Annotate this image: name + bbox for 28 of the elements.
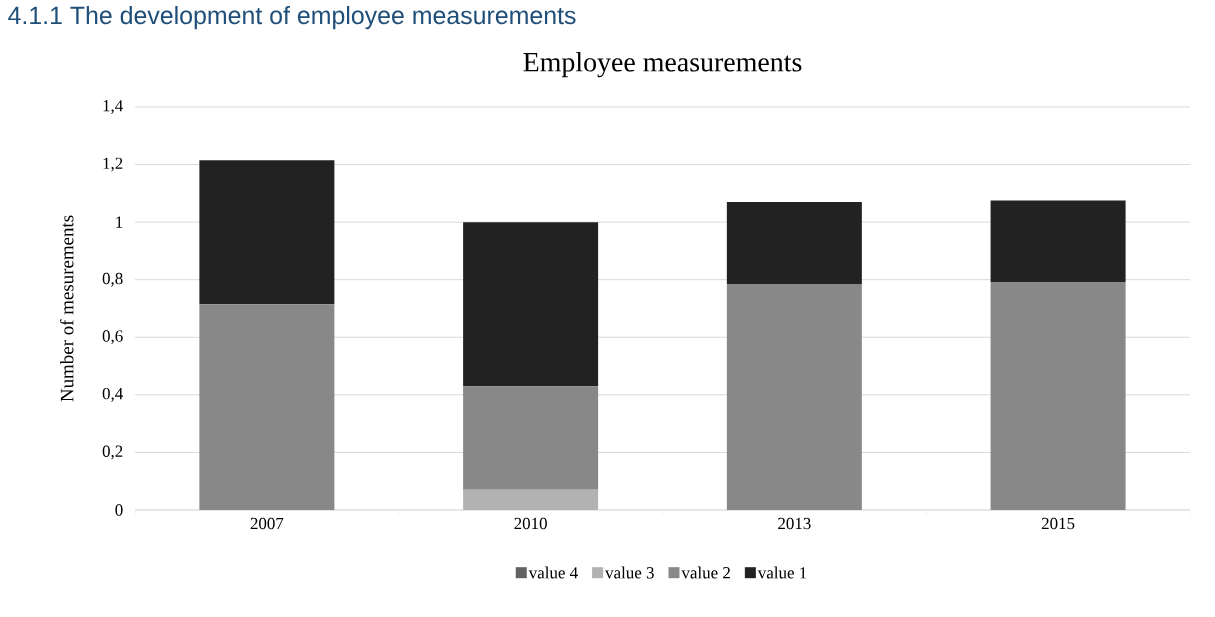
legend-label: value 2 <box>681 566 730 579</box>
bar <box>463 222 599 387</box>
text: 4.1.1 The development of employee measurements <box>8 5 576 30</box>
bar <box>726 201 862 285</box>
bar <box>463 386 599 490</box>
chart-title: Employee measurements <box>523 51 802 78</box>
y-tick-label: 0,4 <box>102 387 123 402</box>
bar <box>990 200 1126 283</box>
bar <box>726 284 862 510</box>
y-axis-title: Number of mesurements <box>59 215 74 402</box>
bar <box>199 304 335 510</box>
x-tick-label: 2013 <box>778 517 811 530</box>
y-tick-label: 0,2 <box>102 445 123 460</box>
y-tick-label: 1,4 <box>103 100 123 114</box>
x-tick-label: 2010 <box>514 517 547 530</box>
y-tick-label: 0 <box>115 504 123 516</box>
bar <box>990 282 1126 510</box>
y-tick-label: 0,6 <box>102 330 123 345</box>
x-tick-label: 2007 <box>250 517 284 530</box>
legend-label: value 3 <box>605 566 654 579</box>
bar <box>199 160 335 305</box>
x-tick-label: 2015 <box>1041 517 1075 530</box>
y-tick-label: 1,2 <box>103 157 123 172</box>
y-tick-label: 0,8 <box>102 272 123 287</box>
legend-label: value 1 <box>757 566 807 579</box>
legend-label: value 4 <box>528 566 578 579</box>
y-tick-label: 1 <box>116 216 123 228</box>
bar <box>463 489 599 510</box>
